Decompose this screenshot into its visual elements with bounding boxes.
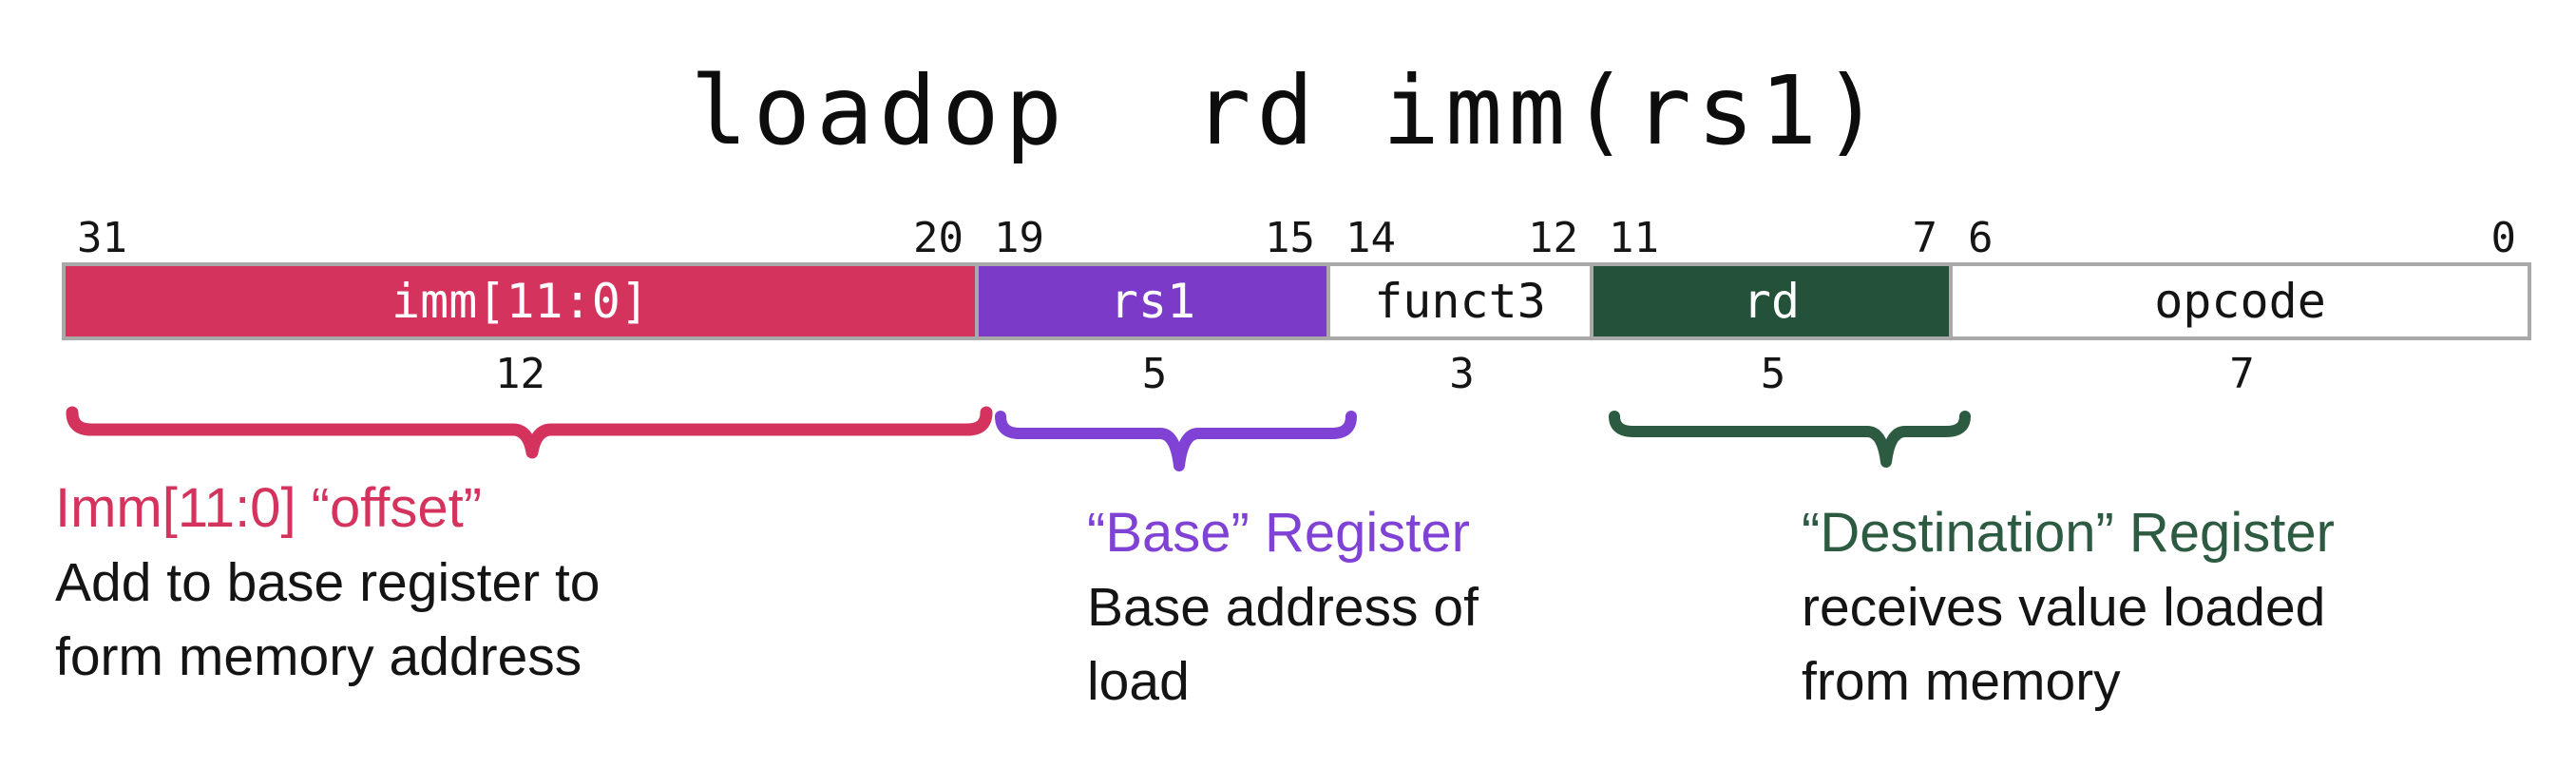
base-register-brace bbox=[995, 411, 1357, 471]
annotation-line: receives value loaded bbox=[1802, 577, 2326, 638]
bit-hi-label: 19 bbox=[994, 214, 1044, 262]
bit-lo-label: 12 bbox=[1528, 214, 1578, 262]
field-rd: 11 7 rd 5 bbox=[1593, 207, 1953, 398]
annotation-line: form memory address bbox=[55, 626, 582, 687]
annotation-base-register: “Base” Register Base address of load bbox=[1087, 496, 1479, 719]
destination-register-brace bbox=[1609, 411, 1971, 468]
instruction-syntax-title: loadop rd imm(rs1) bbox=[690, 55, 1886, 166]
field-width-label: 5 bbox=[1760, 350, 1786, 398]
bit-hi-label: 6 bbox=[1968, 214, 1994, 262]
field-width-label: 12 bbox=[495, 350, 545, 398]
annotation-destination-register: “Destination” Register receives value lo… bbox=[1802, 496, 2335, 719]
field-width-label: 7 bbox=[2229, 350, 2255, 398]
annotation-heading: Imm[11:0] “offset” bbox=[55, 477, 483, 539]
bit-lo-label: 20 bbox=[913, 214, 964, 262]
annotation-heading: “Base” Register bbox=[1087, 502, 1470, 564]
annotation-line: from memory bbox=[1802, 651, 2121, 712]
field-label: funct3 bbox=[1374, 274, 1546, 329]
bit-lo-label: 15 bbox=[1265, 214, 1315, 262]
field-funct3: 14 12 funct3 3 bbox=[1330, 207, 1593, 398]
field-label: rd bbox=[1742, 274, 1801, 329]
bit-hi-label: 31 bbox=[77, 214, 127, 262]
field-width-label: 3 bbox=[1449, 350, 1475, 398]
annotation-offset: Imm[11:0] “offset” Add to base register … bbox=[55, 471, 601, 694]
bit-index-row: 11 7 bbox=[1593, 207, 1953, 262]
field-imm: 31 20 imm[11:0] 12 bbox=[62, 207, 979, 398]
bit-lo-label: 0 bbox=[2490, 214, 2517, 262]
field-width-label: 5 bbox=[1141, 350, 1168, 398]
field-label: imm[11:0] bbox=[391, 274, 649, 329]
bit-hi-label: 14 bbox=[1345, 214, 1396, 262]
field-box-opcode: opcode bbox=[1953, 262, 2531, 340]
annotation-line: Base address of bbox=[1087, 577, 1479, 638]
bit-hi-label: 11 bbox=[1609, 214, 1659, 262]
offset-brace bbox=[66, 406, 993, 459]
field-rs1: 19 15 rs1 5 bbox=[979, 207, 1330, 398]
annotation-line: Add to base register to bbox=[55, 552, 601, 613]
annotation-heading: “Destination” Register bbox=[1802, 502, 2335, 564]
field-label: opcode bbox=[2154, 274, 2326, 329]
bit-index-row: 14 12 bbox=[1330, 207, 1593, 262]
bit-index-row: 31 20 bbox=[62, 207, 979, 262]
bit-lo-label: 7 bbox=[1912, 214, 1938, 262]
field-label: rs1 bbox=[1109, 274, 1196, 329]
annotation-line: load bbox=[1087, 651, 1190, 712]
field-box-funct3: funct3 bbox=[1330, 262, 1593, 340]
bitfield-row: 31 20 imm[11:0] 12 19 15 rs1 5 14 12 bbox=[62, 207, 2531, 398]
bit-index-row: 6 0 bbox=[1953, 207, 2531, 262]
field-box-rd: rd bbox=[1593, 262, 1953, 340]
field-opcode: 6 0 opcode 7 bbox=[1953, 207, 2531, 398]
field-box-imm: imm[11:0] bbox=[62, 262, 979, 340]
bit-index-row: 19 15 bbox=[979, 207, 1330, 262]
field-box-rs1: rs1 bbox=[979, 262, 1330, 340]
